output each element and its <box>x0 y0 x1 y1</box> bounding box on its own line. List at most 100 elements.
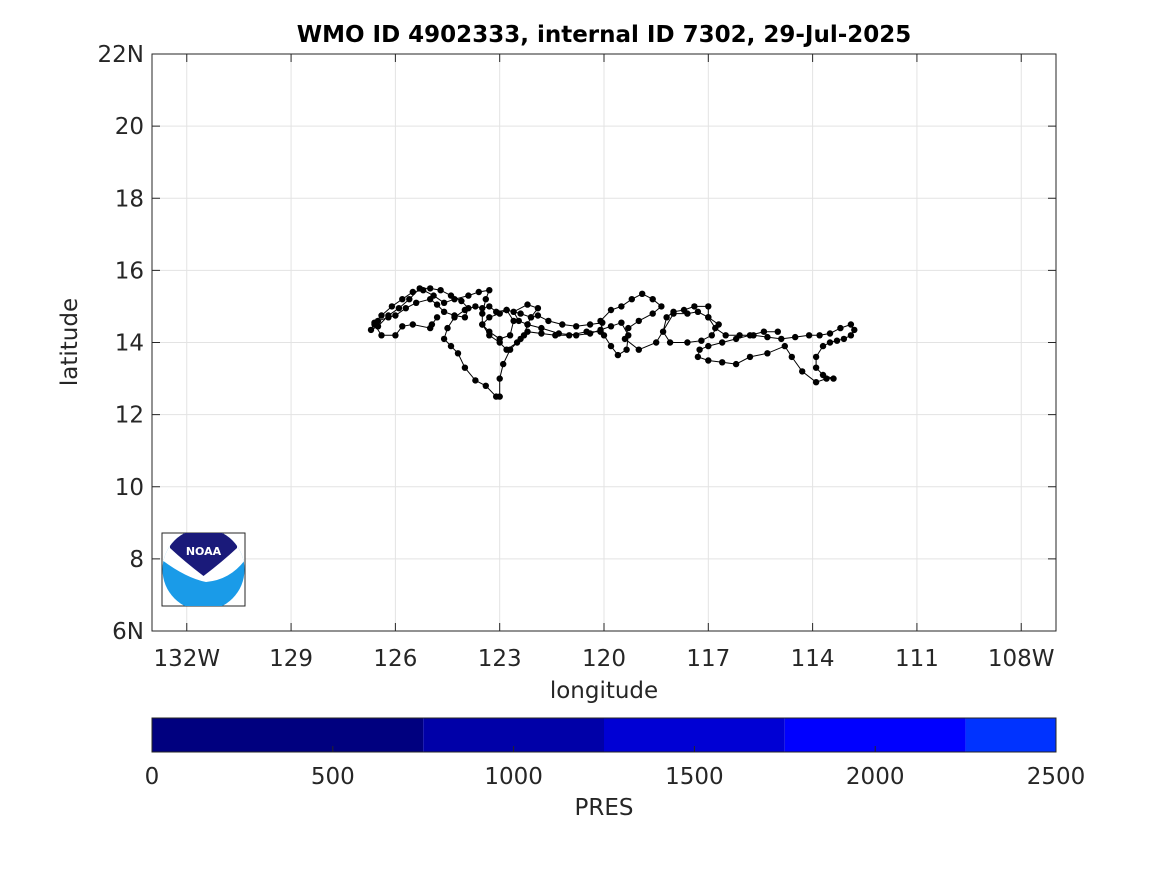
profile-point <box>413 299 420 306</box>
x-tick-label: 132W <box>153 646 220 672</box>
profile-point <box>524 321 531 328</box>
profile-point <box>573 323 580 330</box>
profile-point <box>454 350 462 357</box>
profile-point <box>840 335 848 343</box>
profile-point <box>812 353 820 361</box>
profile-point <box>812 379 820 386</box>
profile-point <box>597 328 604 335</box>
profile-point <box>694 308 702 315</box>
profile-point <box>433 314 441 321</box>
profile-point <box>500 360 507 368</box>
colorbar-tick-label: 0 <box>145 764 160 790</box>
profile-point <box>830 375 837 382</box>
profile-point <box>722 332 729 339</box>
profile-point <box>816 332 823 339</box>
profile-point <box>792 333 799 341</box>
noaa-logo: NOAA <box>161 532 246 607</box>
y-tick-label: 20 <box>115 114 144 140</box>
profile-point <box>367 326 375 334</box>
profile-point <box>764 350 771 357</box>
profile-point <box>427 285 434 292</box>
y-tick-label: 14 <box>115 331 144 357</box>
profile-point <box>385 314 392 321</box>
logo-text: NOAA <box>186 545 222 558</box>
profile-point <box>482 296 489 303</box>
profile-point <box>826 339 834 346</box>
profile-point <box>538 330 545 337</box>
profile-point <box>719 359 726 366</box>
profile-point <box>409 288 416 296</box>
profile-point <box>486 287 493 294</box>
profile-point <box>496 375 503 382</box>
y-tick-label: 22N <box>98 42 144 68</box>
profile-point <box>625 332 632 339</box>
profile-point <box>437 287 444 294</box>
profile-point <box>388 303 396 310</box>
profile-point <box>496 335 503 343</box>
profile-point <box>482 382 489 389</box>
profile-point <box>837 324 844 332</box>
logo-bird <box>170 533 237 576</box>
profile-point <box>684 339 691 346</box>
profile-point <box>524 301 531 308</box>
profile-point <box>428 321 436 328</box>
x-tick-label: 123 <box>478 646 522 672</box>
profile-point <box>639 290 646 297</box>
chart-title: WMO ID 4902333, internal ID 7302, 29-Jul… <box>297 22 912 48</box>
profile-point <box>479 305 486 312</box>
profile-point <box>465 305 472 312</box>
x-tick-label: 117 <box>686 646 730 672</box>
profile-point <box>545 317 552 325</box>
profile-point <box>847 321 855 328</box>
profile-point <box>472 303 479 310</box>
profile-point <box>623 346 630 353</box>
profile-point <box>392 312 399 319</box>
profile-point <box>705 314 712 321</box>
profile-point <box>719 339 726 346</box>
profile-point <box>506 332 514 339</box>
profile-point <box>486 328 493 335</box>
profile-point <box>715 321 722 328</box>
profile-point <box>493 308 500 315</box>
profile-point <box>399 296 406 303</box>
y-tick-label: 16 <box>115 258 144 284</box>
profile-point <box>750 332 757 339</box>
profile-point <box>517 335 524 343</box>
profile-point <box>416 285 423 292</box>
colorbar-border <box>151 717 1057 753</box>
profile-point <box>559 321 566 328</box>
profile-point <box>618 303 625 310</box>
profile-point <box>826 330 834 337</box>
profile-point <box>378 332 385 339</box>
profile-point <box>732 360 740 368</box>
profile-point <box>628 296 635 303</box>
profile-point <box>402 305 409 312</box>
x-tick-label: 120 <box>582 646 626 672</box>
profile-point <box>812 364 820 371</box>
profile-point <box>684 310 691 317</box>
colorbar-tick-label: 2500 <box>1027 764 1086 790</box>
profile-point <box>479 310 486 317</box>
profile-point <box>649 310 656 317</box>
profile-point <box>566 332 573 339</box>
profile-point <box>392 332 399 339</box>
profile-point <box>552 332 559 339</box>
profile-point <box>427 296 434 303</box>
profile-point <box>599 319 606 326</box>
y-tick-label: 12 <box>115 403 144 429</box>
colorbar-tick-label: 1500 <box>665 764 724 790</box>
profile-point <box>479 321 486 328</box>
profile-point <box>778 335 785 343</box>
profile-point <box>371 321 378 328</box>
profile-point <box>573 332 580 339</box>
x-tick-label: 126 <box>373 646 417 672</box>
profile-point <box>534 312 542 319</box>
profile-point <box>461 364 469 371</box>
profile-point <box>764 333 771 341</box>
plot-area-border <box>151 53 1057 632</box>
y-axis-label: latitude <box>57 298 83 386</box>
profile-point <box>395 305 403 312</box>
profile-point <box>663 314 670 321</box>
profile-point <box>788 353 795 361</box>
